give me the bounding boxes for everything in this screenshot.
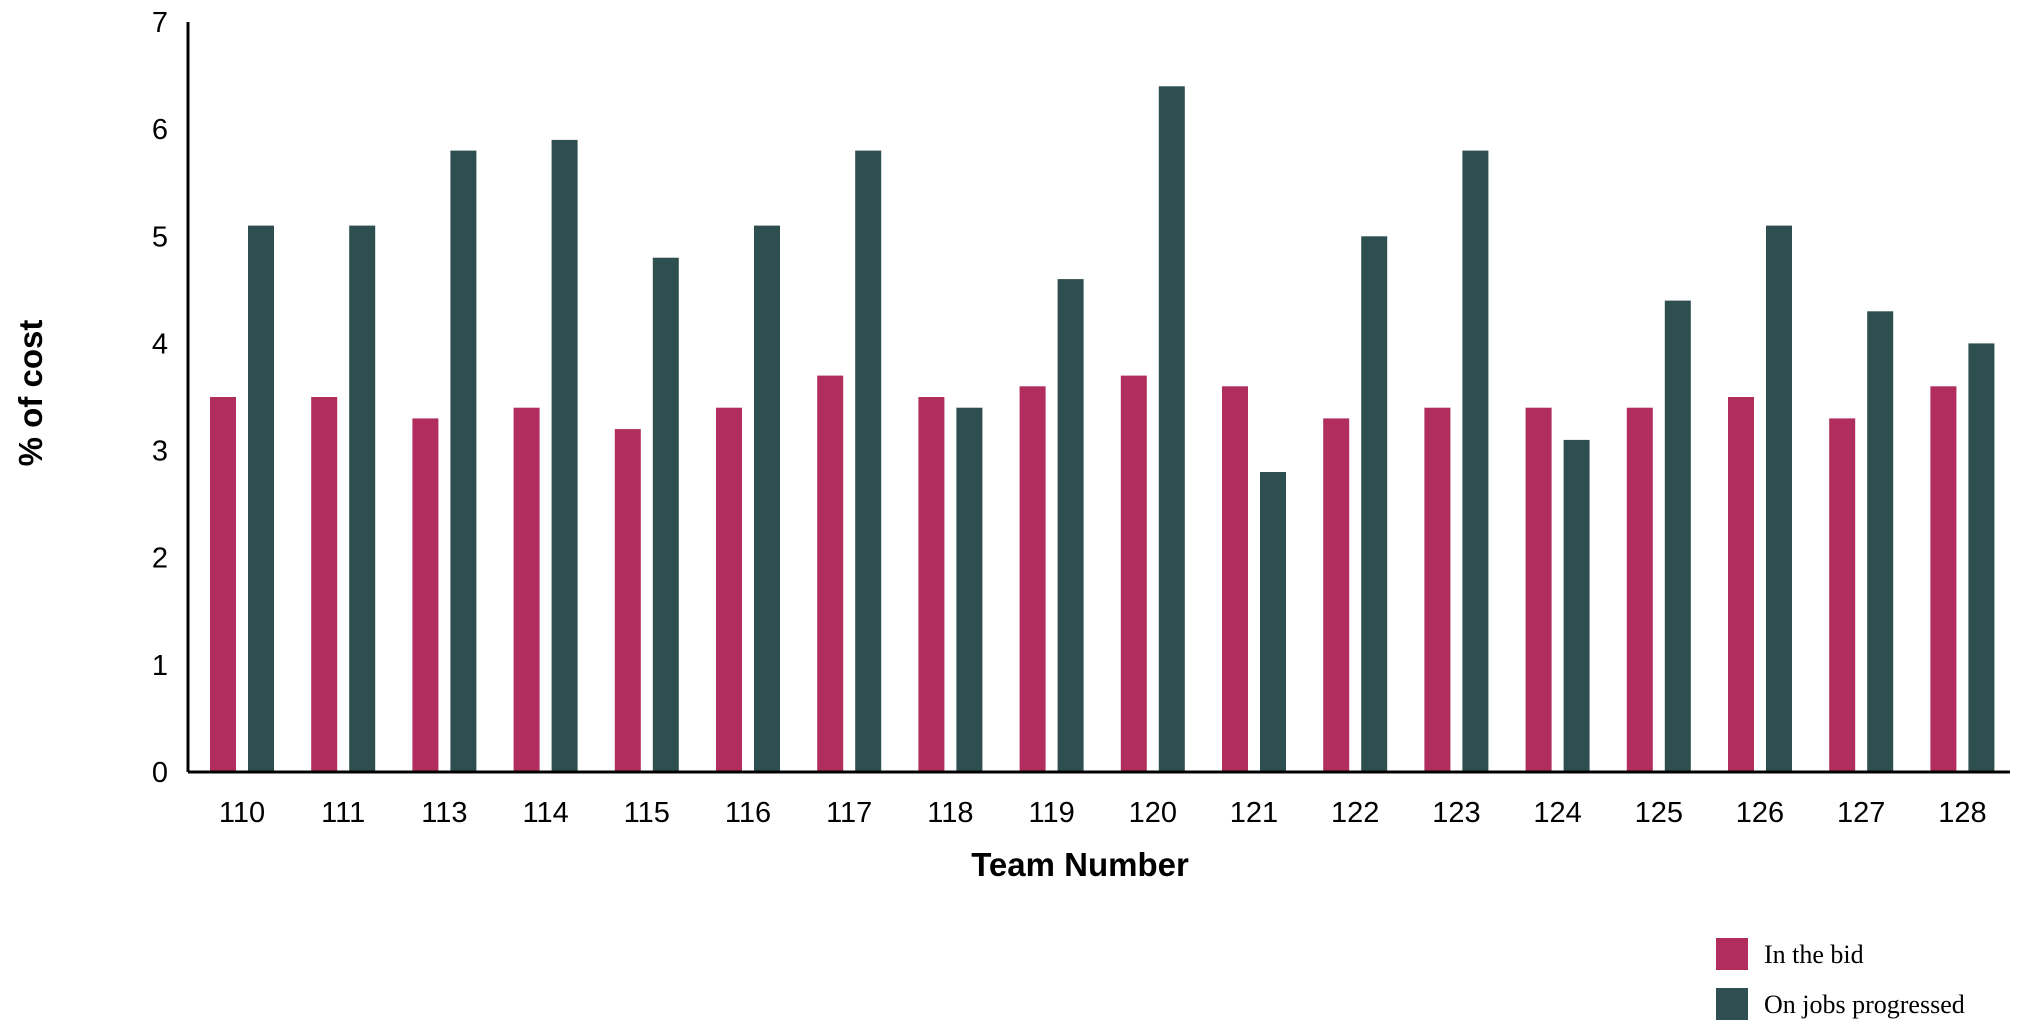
axes-layer: [186, 22, 2010, 774]
bar-in-the-bid-123: [1424, 407, 1451, 772]
legend-label-in-the-bid: In the bid: [1764, 940, 1864, 969]
x-tick-label: 121: [1230, 797, 1278, 829]
y-tick-label: 7: [152, 7, 168, 39]
x-tick-label: 125: [1635, 797, 1683, 829]
x-tick-label: 120: [1129, 797, 1177, 829]
y-tick-label: 6: [152, 114, 168, 146]
y-tick-label: 0: [152, 757, 168, 789]
x-tick-label: 115: [624, 797, 670, 829]
x-tick-label: 116: [725, 797, 771, 829]
bar-in-the-bid-122: [1323, 418, 1350, 772]
y-axis-title: % of cost: [12, 320, 49, 467]
bar-in-the-bid-114: [513, 407, 540, 772]
x-tick-label: 111: [321, 797, 365, 829]
bar-in-the-bid-119: [1019, 386, 1046, 772]
bar-on-jobs-progressed-116: [754, 225, 780, 773]
x-tick-label: 118: [927, 797, 973, 829]
bar-in-the-bid-128: [1930, 386, 1957, 772]
bar-on-jobs-progressed-125: [1664, 300, 1691, 772]
y-tick-label: 1: [152, 650, 168, 682]
bar-in-the-bid-116: [716, 407, 742, 772]
bars-layer: [210, 86, 1995, 773]
bar-in-the-bid-118: [918, 397, 945, 772]
bar-on-jobs-progressed-113: [450, 150, 477, 773]
bar-on-jobs-progressed-120: [1158, 86, 1185, 773]
bar-in-the-bid-111: [311, 397, 338, 772]
bar-on-jobs-progressed-119: [1057, 279, 1084, 772]
bar-on-jobs-progressed-127: [1867, 311, 1894, 772]
y-tick-label: 4: [152, 328, 168, 360]
bar-on-jobs-progressed-118: [956, 407, 983, 772]
bar-in-the-bid-124: [1525, 407, 1552, 772]
legend: In the bid On jobs progressed: [1716, 938, 1965, 1020]
y-tick-label: 3: [152, 436, 168, 468]
bar-in-the-bid-121: [1222, 386, 1248, 772]
y-tick-label: 5: [152, 221, 168, 253]
x-tick-label: 128: [1938, 797, 1986, 829]
x-tick-label: 124: [1533, 797, 1581, 829]
x-tick-label: 119: [1028, 797, 1074, 829]
bar-in-the-bid-113: [412, 418, 439, 772]
bar-in-the-bid-110: [210, 397, 236, 772]
x-tick-label: 123: [1432, 797, 1480, 829]
bar-on-jobs-progressed-126: [1766, 225, 1792, 773]
bar-on-jobs-progressed-124: [1563, 439, 1590, 772]
x-tick-label: 122: [1331, 797, 1379, 829]
bar-on-jobs-progressed-117: [855, 150, 882, 773]
x-axis-title: Team Number: [971, 846, 1189, 883]
bar-in-the-bid-115: [614, 429, 641, 772]
x-tick-label: 113: [421, 797, 467, 829]
y-tick-labels: 0 1 2 3 4 5 6 7: [152, 7, 168, 789]
bar-on-jobs-progressed-121: [1260, 472, 1286, 772]
bar-in-the-bid-117: [817, 375, 844, 772]
legend-swatch-in-the-bid: [1716, 938, 1748, 970]
y-tick-label: 2: [152, 543, 168, 575]
x-tick-label: 114: [522, 797, 568, 829]
bar-in-the-bid-125: [1626, 407, 1653, 772]
bar-on-jobs-progressed-111: [349, 225, 376, 773]
bar-on-jobs-progressed-128: [1968, 343, 1995, 772]
bar-on-jobs-progressed-122: [1361, 236, 1388, 773]
bar-in-the-bid-120: [1120, 375, 1147, 772]
x-tick-label: 127: [1837, 797, 1885, 829]
x-tick-label: 126: [1736, 797, 1784, 829]
bar-in-the-bid-126: [1728, 397, 1754, 772]
bar-in-the-bid-127: [1829, 418, 1856, 772]
bar-on-jobs-progressed-115: [652, 257, 679, 772]
x-tick-label: 110: [219, 797, 265, 829]
x-tick-labels: 110 111 113 114 115 116 117 118 119 120 121 122 123 1…: [219, 797, 1987, 829]
legend-swatch-on-jobs-progressed: [1716, 988, 1748, 1020]
legend-label-on-jobs-progressed: On jobs progressed: [1764, 990, 1965, 1019]
x-tick-label: 117: [826, 797, 872, 829]
bar-on-jobs-progressed-114: [551, 139, 578, 772]
bar-on-jobs-progressed-123: [1462, 150, 1489, 773]
bar-on-jobs-progressed-110: [248, 225, 274, 773]
